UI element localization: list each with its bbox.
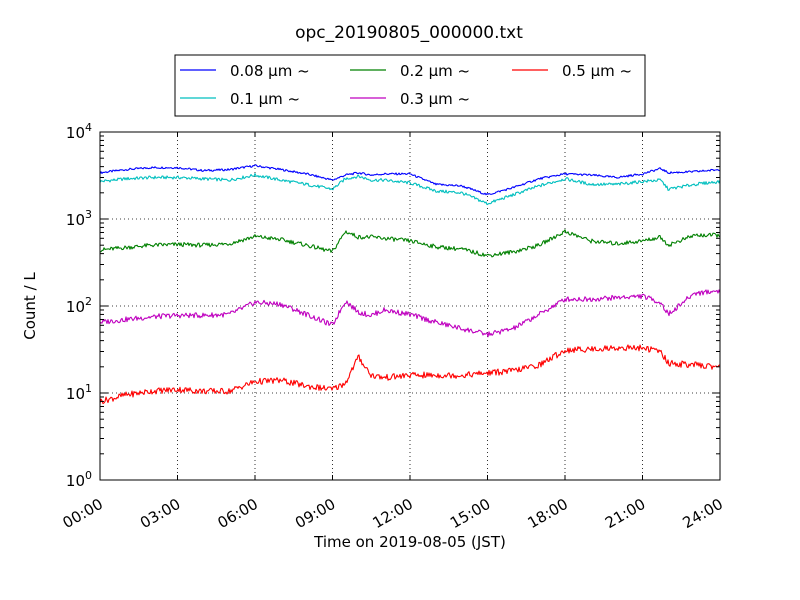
legend-label: 0.5 μm ~ xyxy=(562,62,632,80)
x-tick-label: 21:00 xyxy=(602,495,648,532)
axis-ticks xyxy=(99,131,721,481)
legend-label: 0.08 μm ~ xyxy=(230,62,310,80)
legend: 0.08 μm ~ 0.1 μm ~ 0.2 μm ~ 0.3 μm ~ 0.5 μm … xyxy=(174,54,646,117)
x-tick-label: 00:00 xyxy=(60,495,106,532)
y-tick-label: 103 xyxy=(66,208,92,229)
x-tick-label: 06:00 xyxy=(215,495,261,532)
series-line xyxy=(99,164,721,196)
x-tick-label: 15:00 xyxy=(447,495,493,532)
x-tick-labels: 00:00 03:00 06:00 09:00 12:00 15:00 18:00 21:00… xyxy=(60,495,726,532)
series-line xyxy=(99,229,721,258)
chart-title: opc_20190805_000000.txt xyxy=(295,23,523,43)
x-tick-label: 12:00 xyxy=(370,495,416,532)
x-axis-label: Time on 2019-08-05 (JST) xyxy=(313,533,506,551)
x-tick-label: 03:00 xyxy=(137,495,183,532)
legend-label: 0.2 μm ~ xyxy=(400,62,470,80)
x-tick-label: 09:00 xyxy=(292,495,338,532)
legend-label: 0.3 μm ~ xyxy=(400,90,470,108)
legend-box xyxy=(174,54,646,117)
y-tick-labels: 100 101 102 103 104 xyxy=(66,121,92,490)
grid xyxy=(100,132,720,480)
y-tick-label: 101 xyxy=(66,382,92,403)
series-lines xyxy=(99,164,721,405)
legend-label: 0.1 μm ~ xyxy=(230,90,300,108)
x-tick-label: 24:00 xyxy=(680,495,726,532)
y-tick-label: 100 xyxy=(66,469,92,490)
series-line xyxy=(99,289,721,338)
y-axis-label: Count / L xyxy=(21,272,39,340)
y-tick-label: 102 xyxy=(66,295,92,316)
series-line xyxy=(99,173,721,206)
y-tick-label: 104 xyxy=(66,121,92,142)
x-tick-label: 18:00 xyxy=(525,495,571,532)
series-line xyxy=(99,344,721,405)
